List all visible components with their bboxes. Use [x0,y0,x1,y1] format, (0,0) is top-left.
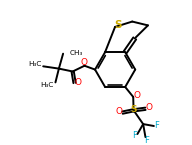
Text: S: S [130,105,137,114]
Text: H₃C: H₃C [41,83,54,88]
Text: S: S [115,20,122,30]
Text: CH₃: CH₃ [69,50,83,56]
Text: F: F [132,131,137,140]
Text: O: O [80,58,87,67]
Text: O: O [74,78,82,87]
Text: H₃C: H₃C [28,61,42,67]
Text: O: O [145,103,152,112]
Text: O: O [116,107,122,116]
Text: F: F [154,121,159,130]
Text: F: F [144,136,149,145]
Text: O: O [134,90,141,99]
